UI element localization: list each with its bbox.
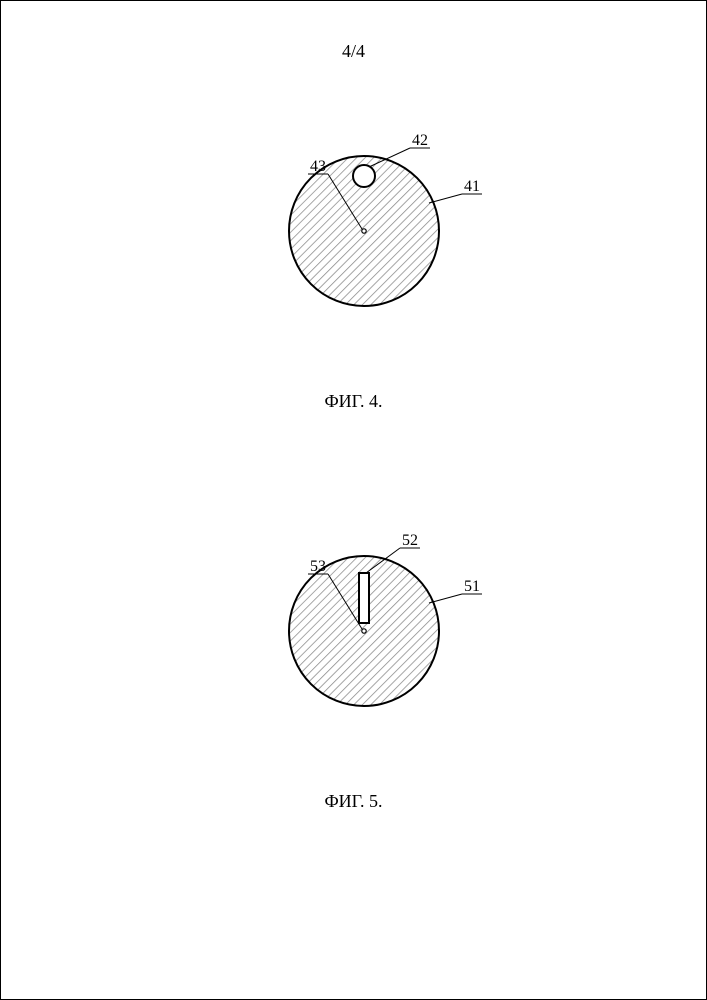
figure-5-caption: ФИГ. 5. [1, 791, 706, 812]
page-number: 4/4 [1, 41, 706, 62]
fig4-center [361, 229, 365, 233]
figure-4-caption: ФИГ. 4. [1, 391, 706, 412]
label-42: 42 [412, 132, 428, 149]
fig4-hole [353, 165, 375, 187]
label-52: 52 [402, 532, 418, 549]
figure-5-svg: 52 51 53 [204, 531, 504, 731]
fig5-slot [359, 573, 369, 623]
label-43: 43 [310, 158, 326, 175]
fig5-center [361, 629, 365, 633]
page-frame: 4/4 42 41 43 ФИГ. 4. 52 51 53 ФИГ. 5. [0, 0, 707, 1000]
figure-4: 42 41 43 ФИГ. 4. [1, 131, 706, 412]
label-41: 41 [464, 178, 480, 195]
figure-5: 52 51 53 ФИГ. 5. [1, 531, 706, 812]
leader-41 [429, 194, 462, 203]
leader-51 [429, 594, 462, 603]
label-53: 53 [310, 558, 326, 575]
figure-4-svg: 42 41 43 [204, 131, 504, 331]
label-51: 51 [464, 578, 480, 595]
